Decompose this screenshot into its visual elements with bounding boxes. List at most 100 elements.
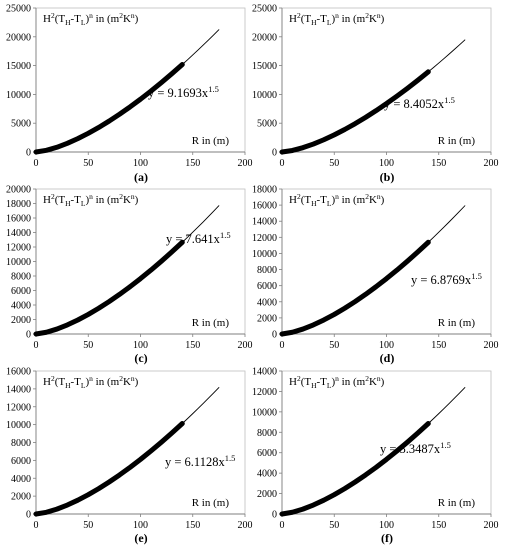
y-axis-label-part: -T (71, 376, 82, 388)
y-axis-label-part: n (335, 374, 339, 383)
y-tick-label: 25000 (252, 4, 277, 15)
y-axis-label-part: ) (381, 13, 385, 25)
equation-label: y = 7.641x1.5 (166, 230, 231, 246)
y-tick-label: 14000 (252, 217, 277, 228)
plot-area (281, 7, 492, 153)
y-axis-label-part: K (369, 194, 377, 206)
y-axis-label-part: ) (381, 194, 385, 206)
equation-base: y = 8.4052x (384, 97, 445, 111)
y-axis-label-part: n (335, 192, 339, 201)
x-tick-label: 0 (280, 340, 285, 351)
y-axis-label-part: in (m (93, 376, 120, 388)
y-tick-label: 5000 (257, 119, 277, 130)
chart-panel-c: 0200040006000800010000120001400016000180… (6, 185, 253, 366)
equation-exponent: 1.5 (471, 271, 482, 281)
x-tick-label: 50 (329, 340, 339, 351)
y-axis-label-part: 2 (365, 192, 369, 201)
x-tick-label: 200 (238, 340, 253, 351)
y-axis-label-part: K (369, 376, 377, 388)
y-axis-label-part: ) (86, 376, 90, 388)
y-tick-label: 20000 (6, 32, 31, 43)
y-axis-label-part: H (289, 376, 297, 388)
y-axis-label-part: n (131, 11, 135, 20)
panel-label: (b) (380, 170, 395, 184)
y-axis-label-part: 2 (297, 192, 301, 201)
x-tick-label: 100 (379, 520, 394, 531)
y-tick-label: 16000 (252, 201, 277, 212)
equation-exponent: 1.5 (225, 453, 236, 463)
extrapolated-curve (181, 387, 220, 424)
data-curve (33, 421, 185, 517)
x-tick-label: 200 (484, 520, 499, 531)
y-tick-label: 0 (272, 330, 277, 341)
y-axis-label-part: ) (381, 376, 385, 388)
x-axis-label: R in (m) (192, 135, 230, 147)
y-axis-label: H2(TH-TL)n in (m2Kn) (289, 374, 385, 390)
y-axis-label: H2(TH-TL)n in (m2Kn) (43, 374, 139, 390)
x-tick-label: 50 (329, 520, 339, 531)
x-tick-label: 150 (185, 158, 200, 169)
y-axis-label-part: 2 (119, 11, 123, 20)
x-tick-label: 200 (238, 520, 253, 531)
y-tick-label: 6000 (257, 448, 277, 459)
y-axis-label-part: H (289, 13, 297, 25)
y-axis-label-part: ) (86, 194, 90, 206)
x-tick-label: 150 (431, 520, 446, 531)
y-axis-label-part: ) (332, 13, 336, 25)
y-tick-label: 8000 (257, 428, 277, 439)
x-axis-label: R in (m) (192, 497, 230, 509)
y-axis-label-part: H (43, 194, 51, 206)
y-tick-label: 2000 (257, 313, 277, 324)
y-axis-label-part: L (81, 381, 86, 390)
y-axis-label-part: 2 (51, 374, 55, 383)
x-tick-label: 100 (379, 340, 394, 351)
y-axis-label-part: H (311, 18, 317, 27)
y-axis-label-part: -T (317, 194, 328, 206)
y-tick-label: 6000 (11, 286, 31, 297)
y-axis-label-part: n (89, 192, 93, 201)
y-axis-label-part: -T (71, 13, 82, 25)
y-axis-label-part: 2 (297, 11, 301, 20)
y-axis-label-part: H (43, 13, 51, 25)
y-tick-label: 5000 (11, 119, 31, 130)
data-curve (279, 239, 431, 337)
y-tick-label: 6000 (257, 281, 277, 292)
y-axis-label-part: in (m (93, 13, 120, 25)
y-axis-label-part: (T (55, 13, 66, 25)
panel-label: (c) (134, 351, 147, 365)
data-curve (33, 62, 185, 155)
x-tick-label: 100 (133, 520, 148, 531)
y-tick-label: 4000 (257, 469, 277, 480)
extrapolated-curve (427, 39, 466, 73)
y-axis-label-part: n (131, 192, 135, 201)
extrapolated-curve (181, 29, 220, 65)
y-tick-label: 10000 (252, 90, 277, 101)
x-tick-label: 150 (185, 340, 200, 351)
y-tick-label: 12000 (6, 402, 31, 413)
x-tick-label: 50 (83, 158, 93, 169)
y-axis-label-part: H (311, 381, 317, 390)
y-tick-label: 0 (26, 148, 31, 159)
y-axis-label-part: H (65, 199, 71, 208)
y-axis-label-part: L (81, 199, 86, 208)
y-tick-label: 4000 (11, 301, 31, 312)
y-axis-label-part: n (131, 374, 135, 383)
y-tick-label: 0 (272, 148, 277, 159)
panel-label: (a) (134, 170, 148, 184)
x-tick-label: 150 (185, 520, 200, 531)
y-tick-label: 12000 (6, 243, 31, 254)
y-axis-label-part: K (369, 13, 377, 25)
equation-exponent: 1.5 (220, 230, 231, 240)
y-tick-label: 15000 (252, 61, 277, 72)
y-axis-label-part: H (43, 376, 51, 388)
chart-panel-d: 0200040006000800010000120001400016000180… (252, 185, 499, 366)
y-axis-label-part: 2 (51, 192, 55, 201)
equation-label: y = 6.8769x1.5 (411, 271, 482, 287)
y-axis-label-part: -T (317, 376, 328, 388)
y-tick-label: 0 (272, 510, 277, 521)
y-axis-label-part: -T (71, 194, 82, 206)
y-tick-label: 18000 (6, 199, 31, 210)
